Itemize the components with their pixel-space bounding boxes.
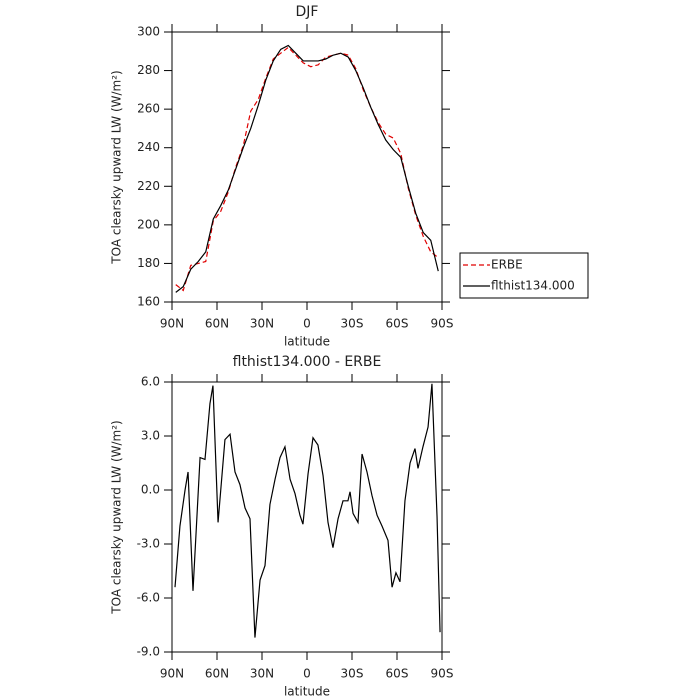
y-tick-label: 6.0	[141, 375, 160, 389]
x-tick-label: 30S	[341, 317, 364, 331]
panel: DJF latitude TOA clearsky upward LW (W/m²)…	[110, 4, 589, 349]
x-tick-label: 0	[303, 317, 311, 331]
y-tick-label: -3.0	[137, 537, 160, 551]
y-tick-label: 200	[137, 217, 160, 231]
x-tick-label: 90N	[160, 317, 184, 331]
y-tick-label: 240	[137, 140, 160, 154]
y-tick-label: 0.0	[141, 483, 160, 497]
chart-title: DJF	[296, 4, 319, 20]
data-line	[175, 44, 439, 293]
y-tick-label: 160	[137, 295, 160, 309]
x-axis-label: latitude	[284, 335, 330, 349]
x-tick-label: 90S	[431, 667, 454, 681]
x-tick-label: 30N	[250, 667, 274, 681]
plot-frame	[171, 31, 443, 303]
x-tick-label: 60S	[386, 317, 409, 331]
x-tick-label: 60N	[205, 317, 229, 331]
legend-label: flthist134.000	[491, 279, 575, 293]
x-tick-label: 90N	[160, 667, 184, 681]
x-axis-label: latitude	[284, 685, 330, 699]
y-tick-label: -9.0	[137, 645, 160, 659]
x-tick-label: 60S	[386, 667, 409, 681]
x-tick-label: 60N	[205, 667, 229, 681]
x-tick-label: 90S	[431, 317, 454, 331]
y-axis-label: TOA clearsky upward LW (W/m²)	[110, 70, 124, 264]
plot-frame	[171, 381, 443, 653]
chart-title: flthist134.000 - ERBE	[233, 354, 382, 370]
y-tick-label: 180	[137, 256, 160, 270]
legend-box	[459, 252, 589, 299]
x-tick-label: 30S	[341, 667, 364, 681]
y-axis-label: TOA clearsky upward LW (W/m²)	[110, 420, 124, 614]
y-tick-label: 300	[137, 25, 160, 39]
legend-label: ERBE	[491, 258, 523, 272]
data-line	[175, 46, 439, 292]
y-tick-label: 280	[137, 63, 160, 77]
y-tick-label: 220	[137, 179, 160, 193]
y-tick-label: 260	[137, 102, 160, 116]
data-line	[174, 383, 441, 638]
x-tick-label: 30N	[250, 317, 274, 331]
x-tick-label: 0	[303, 667, 311, 681]
y-tick-label: -6.0	[137, 591, 160, 605]
panel: flthist134.000 - ERBE latitude TOA clearsk…	[110, 354, 454, 699]
y-tick-label: 3.0	[141, 429, 160, 443]
